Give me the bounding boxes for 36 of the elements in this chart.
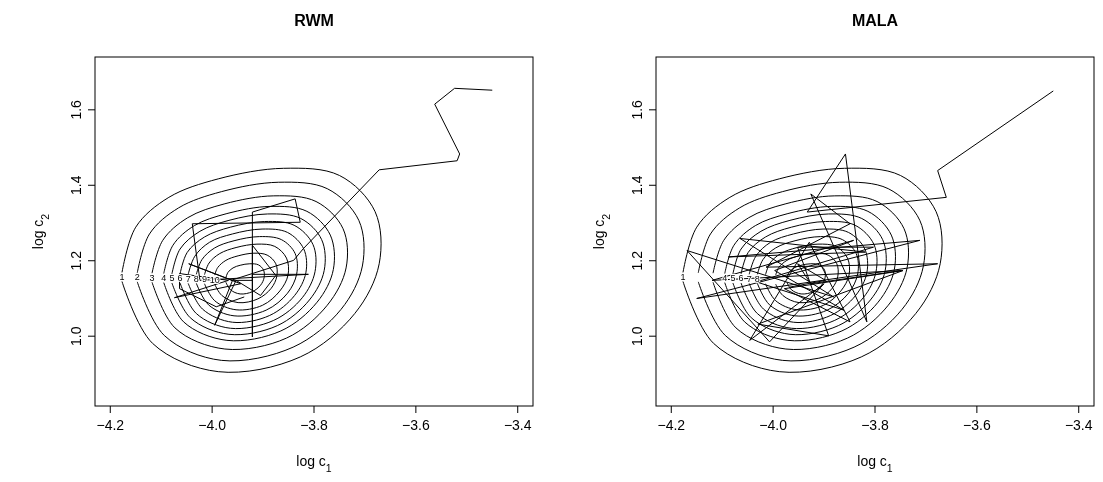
y-tick-label: 1.0 (629, 326, 645, 346)
x-tick-label: −3.4 (1064, 417, 1093, 433)
x-tick-label: −3.8 (861, 417, 890, 433)
x-tick-label: −3.8 (300, 417, 329, 433)
x-axis-title: log c$_{1}$ (857, 453, 893, 474)
chart-title: RWM (294, 12, 334, 29)
series-label: 7 (185, 273, 191, 284)
x-tick-label: −4.0 (759, 417, 788, 433)
series-label: 5 (730, 273, 736, 284)
x-tick-label: −4.0 (198, 417, 227, 433)
y-tick-label: 1.4 (629, 175, 645, 196)
series-label: 3 (149, 272, 155, 283)
x-tick-label: −3.6 (963, 417, 991, 433)
y-tick-label: 1.2 (68, 250, 84, 271)
series-label: 8 (754, 273, 760, 284)
y-tick-label: 1.4 (68, 175, 84, 196)
series-label: 7 (746, 273, 752, 284)
y-tick-label: 1.2 (629, 250, 645, 271)
x-tick-label: −4.2 (96, 417, 125, 433)
y-tick-label: 1.6 (68, 99, 84, 120)
x-tick-label: −3.4 (503, 417, 532, 433)
series-label: 6 (738, 273, 744, 284)
series-label: 6 (177, 273, 183, 284)
y-tick-label: 1.6 (629, 99, 645, 120)
chart-title: MALA (851, 12, 899, 29)
series-label: 1 (680, 271, 686, 282)
series-label: 2 (134, 272, 140, 283)
x-tick-label: −4.2 (657, 417, 686, 433)
y-tick-label: 1.0 (68, 326, 84, 346)
series-label: 1 (119, 271, 125, 282)
x-axis-title: log c$_{1}$ (296, 453, 332, 474)
series-label: 8 (193, 273, 199, 284)
series-label: 5 (169, 273, 175, 284)
x-tick-label: −3.6 (402, 417, 430, 433)
series-label: 4 (161, 273, 167, 284)
series-label: 4 (722, 273, 728, 284)
